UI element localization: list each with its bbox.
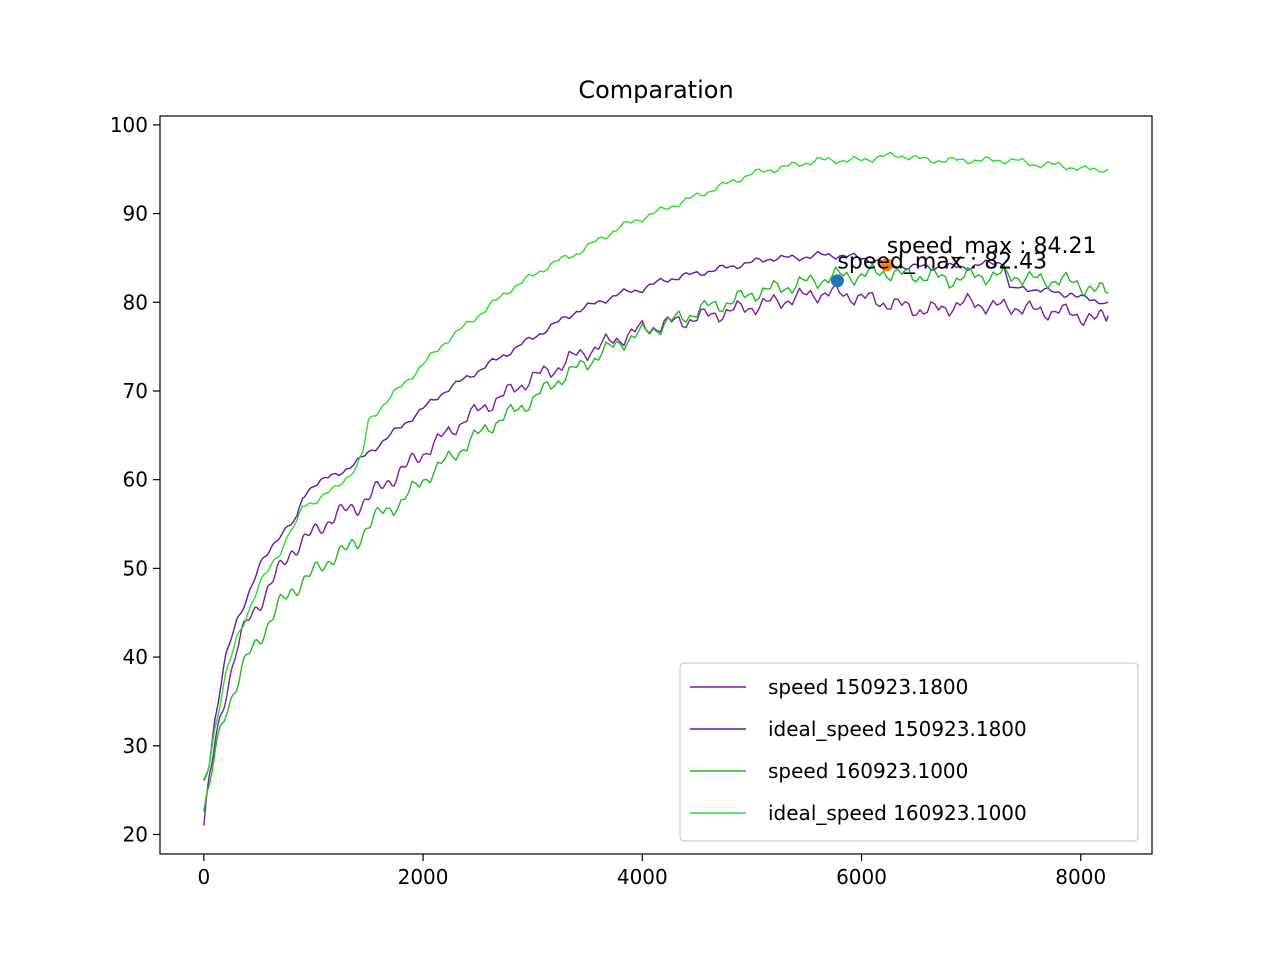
- max-annotation-2: speed_max : 84.21: [887, 234, 1097, 259]
- axes-frame: [159, 115, 1153, 855]
- legend-box: [679, 662, 1139, 842]
- legend-label-1: speed 150923.1800: [768, 675, 968, 699]
- series-line-3: [203, 263, 1109, 812]
- max-point-marker-2: [880, 258, 894, 272]
- x-tick-label: 8000: [1055, 865, 1106, 889]
- series-layer: [203, 151, 1109, 826]
- series-line-4: [203, 151, 1109, 780]
- y-tick-label: 70: [123, 379, 148, 403]
- chart-title: Comparation: [578, 76, 733, 104]
- y-tick-label: 40: [123, 645, 148, 669]
- x-tick-label: 4000: [617, 865, 668, 889]
- series-line-2: [203, 250, 1109, 781]
- y-tick-label: 50: [123, 556, 148, 580]
- legend-label-2: ideal_speed 150923.1800: [768, 717, 1027, 741]
- legend-label-4: ideal_speed 160923.1000: [768, 801, 1027, 825]
- x-axis: 0 2000 4000 6000 8000: [197, 854, 1106, 889]
- legend-label-3: speed 160923.1000: [768, 759, 968, 783]
- y-tick-label: 100: [110, 113, 148, 137]
- x-tick-label: 0: [197, 865, 210, 889]
- y-tick-label: 60: [123, 468, 148, 492]
- x-tick-label: 2000: [398, 865, 449, 889]
- y-tick-label: 30: [123, 734, 148, 758]
- y-tick-label: 90: [123, 202, 148, 226]
- max-point-marker-1: [830, 274, 844, 288]
- legend: speed 150923.1800 ideal_speed 150923.1800…: [679, 662, 1139, 842]
- y-tick-label: 80: [123, 290, 148, 314]
- series-line-1: [203, 283, 1109, 826]
- y-axis: 20 30 40 50 60 70 80 90 100: [110, 113, 160, 846]
- marker-layer: [830, 258, 894, 288]
- y-tick-label: 20: [123, 822, 148, 846]
- x-tick-label: 6000: [836, 865, 887, 889]
- max-annotation-1: speed_max : 82.43: [837, 250, 1047, 275]
